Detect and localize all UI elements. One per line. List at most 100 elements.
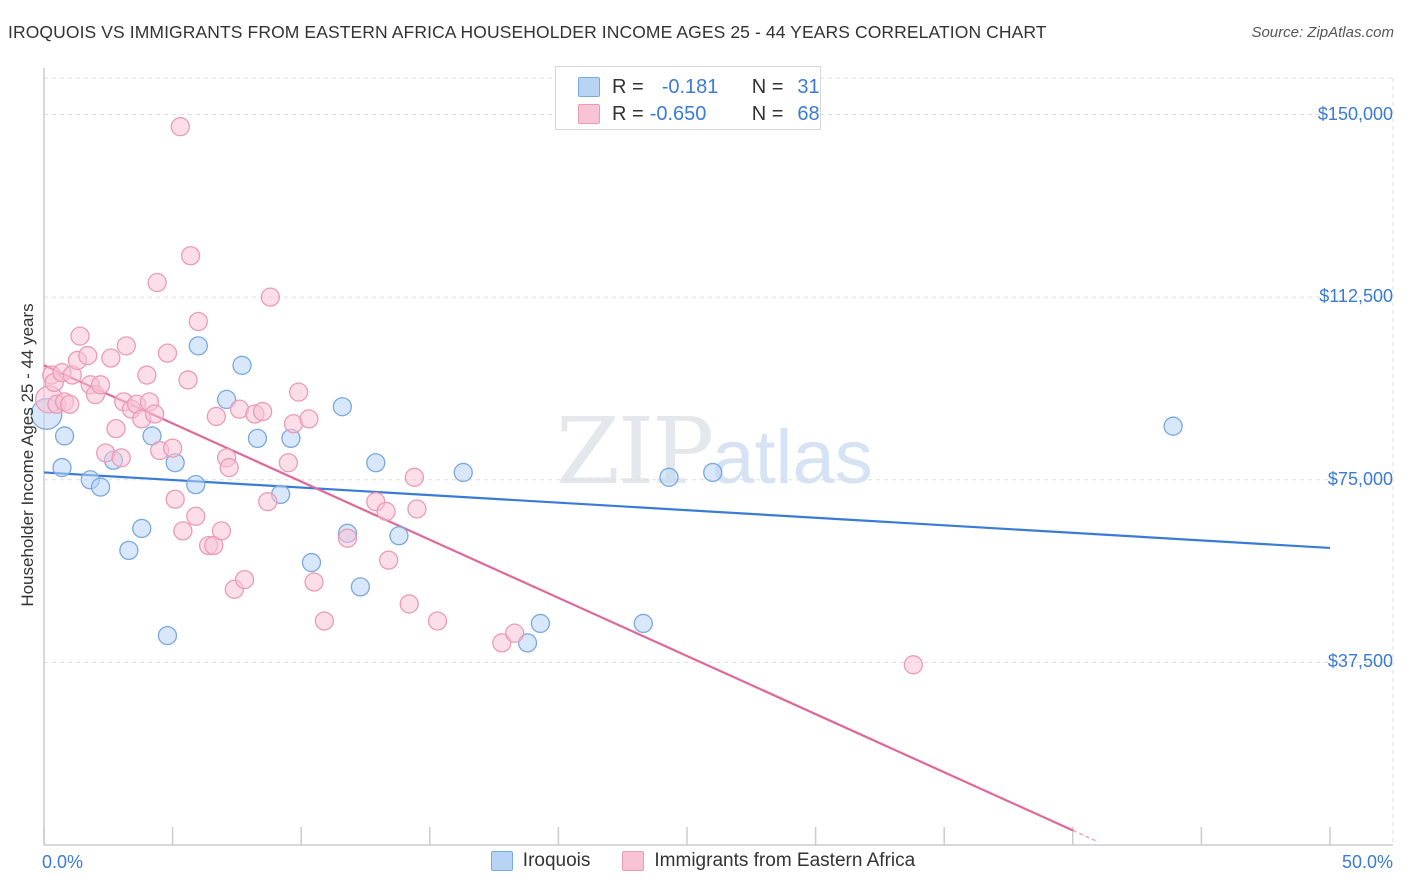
watermark: ZIPatlas bbox=[556, 398, 873, 505]
point-eastern-africa bbox=[278, 453, 298, 473]
y-tick-label: $150,000 bbox=[1317, 103, 1393, 124]
legend-row-iroquois: R = -0.181 N = 31 bbox=[578, 74, 820, 100]
trend-line-eastern-africa bbox=[43, 364, 1074, 832]
data-points bbox=[30, 117, 1183, 675]
point-eastern-africa bbox=[186, 506, 206, 526]
n-value: 31 bbox=[797, 75, 820, 98]
legend-item-eastern-africa[interactable]: Immigrants from Eastern Africa bbox=[622, 850, 915, 872]
watermark-zip: ZIP bbox=[556, 398, 714, 505]
chart-title: IROQUOIS VS IMMIGRANTS FROM EASTERN AFRI… bbox=[8, 22, 1047, 42]
point-eastern-africa bbox=[404, 467, 425, 487]
x-tick-label-min: 0.0% bbox=[42, 852, 84, 872]
trend-line-extension bbox=[1072, 829, 1099, 843]
point-eastern-africa bbox=[162, 438, 183, 458]
r-label: R = bbox=[612, 102, 644, 125]
point-iroquois bbox=[157, 625, 178, 646]
axes bbox=[43, 68, 1393, 846]
point-eastern-africa bbox=[492, 633, 512, 653]
watermark-atlas: atlas bbox=[712, 415, 873, 500]
point-eastern-africa bbox=[505, 623, 525, 643]
r-value: -0.650 bbox=[649, 102, 707, 125]
point-eastern-africa bbox=[376, 501, 396, 522]
point-eastern-africa bbox=[180, 246, 201, 266]
point-eastern-africa bbox=[304, 572, 324, 592]
legend-row-eastern-africa: R = -0.650 N = 68 bbox=[578, 101, 820, 127]
point-eastern-africa bbox=[252, 401, 273, 422]
legend-swatch-blue bbox=[578, 77, 600, 97]
point-iroquois bbox=[453, 462, 473, 483]
grid-lines bbox=[44, 77, 1394, 845]
trend-line-iroquois bbox=[43, 471, 1331, 550]
correlation-legend: R = -0.181 N = 31 R = -0.650 N = 68 bbox=[555, 66, 821, 130]
point-eastern-africa bbox=[170, 117, 190, 137]
point-eastern-africa bbox=[337, 528, 358, 548]
y-axis-label: Householder Income Ages 25 - 44 years bbox=[18, 303, 37, 607]
point-eastern-africa bbox=[188, 311, 208, 332]
r-value: -0.181 bbox=[661, 75, 719, 98]
point-eastern-africa bbox=[903, 655, 923, 675]
legend-label-iroquois: Iroquois bbox=[522, 850, 591, 871]
point-eastern-africa bbox=[260, 287, 280, 307]
point-iroquois bbox=[350, 577, 371, 597]
point-eastern-africa bbox=[157, 343, 178, 363]
point-eastern-africa bbox=[299, 409, 319, 429]
point-eastern-africa bbox=[288, 382, 309, 402]
point-iroquois bbox=[301, 552, 322, 573]
y-tick-label: $37,500 bbox=[1327, 651, 1393, 672]
source-credit: Source: ZipAtlas.com bbox=[1251, 24, 1394, 41]
point-eastern-africa bbox=[314, 611, 334, 631]
point-iroquois bbox=[54, 426, 75, 446]
legend-item-iroquois[interactable]: Iroquois bbox=[490, 850, 591, 872]
point-iroquois bbox=[633, 613, 653, 634]
point-iroquois bbox=[1163, 416, 1183, 436]
legend-swatch-pink bbox=[578, 104, 600, 124]
point-iroquois bbox=[659, 467, 679, 487]
point-eastern-africa bbox=[147, 272, 167, 293]
point-eastern-africa bbox=[258, 492, 278, 512]
point-eastern-africa bbox=[234, 569, 255, 590]
point-eastern-africa bbox=[90, 375, 111, 395]
n-value: 68 bbox=[797, 102, 820, 125]
point-eastern-africa bbox=[165, 489, 185, 509]
point-eastern-africa bbox=[101, 348, 121, 368]
point-eastern-africa bbox=[407, 499, 427, 519]
point-eastern-africa bbox=[211, 521, 232, 541]
trend-lines bbox=[43, 364, 1331, 843]
point-eastern-africa bbox=[144, 404, 165, 424]
point-iroquois bbox=[366, 453, 386, 473]
legend-swatch-pink bbox=[622, 851, 645, 871]
point-iroquois bbox=[389, 526, 409, 546]
point-eastern-africa bbox=[173, 521, 193, 541]
series-legend: Iroquois Immigrants from Eastern Africa bbox=[0, 850, 1406, 872]
point-iroquois bbox=[52, 457, 72, 478]
point-eastern-africa bbox=[219, 457, 239, 478]
point-iroquois bbox=[132, 518, 152, 539]
point-iroquois bbox=[188, 336, 208, 356]
point-iroquois bbox=[332, 397, 353, 417]
point-eastern-africa bbox=[378, 550, 399, 570]
point-eastern-africa bbox=[111, 448, 131, 468]
point-iroquois bbox=[247, 428, 268, 449]
point-iroquois bbox=[530, 613, 551, 634]
point-iroquois bbox=[703, 462, 723, 483]
point-iroquois bbox=[119, 540, 139, 561]
point-eastern-africa bbox=[78, 345, 98, 366]
n-label: N = bbox=[751, 102, 784, 125]
y-tick-label: $112,500 bbox=[1319, 286, 1393, 307]
point-eastern-africa bbox=[116, 336, 136, 356]
point-eastern-africa bbox=[427, 611, 448, 631]
n-label: N = bbox=[751, 75, 784, 98]
y-tick-label: $75,000 bbox=[1327, 468, 1393, 489]
point-eastern-africa bbox=[70, 326, 90, 346]
point-iroquois bbox=[517, 633, 538, 653]
point-eastern-africa bbox=[206, 406, 226, 427]
point-eastern-africa bbox=[137, 365, 157, 385]
legend-swatch-blue bbox=[490, 851, 513, 871]
legend-label-eastern-africa: Immigrants from Eastern Africa bbox=[654, 850, 916, 871]
point-eastern-africa bbox=[178, 370, 198, 390]
point-iroquois bbox=[216, 389, 237, 410]
point-iroquois bbox=[232, 355, 252, 375]
r-label: R = bbox=[612, 75, 644, 98]
point-eastern-africa bbox=[60, 394, 80, 414]
